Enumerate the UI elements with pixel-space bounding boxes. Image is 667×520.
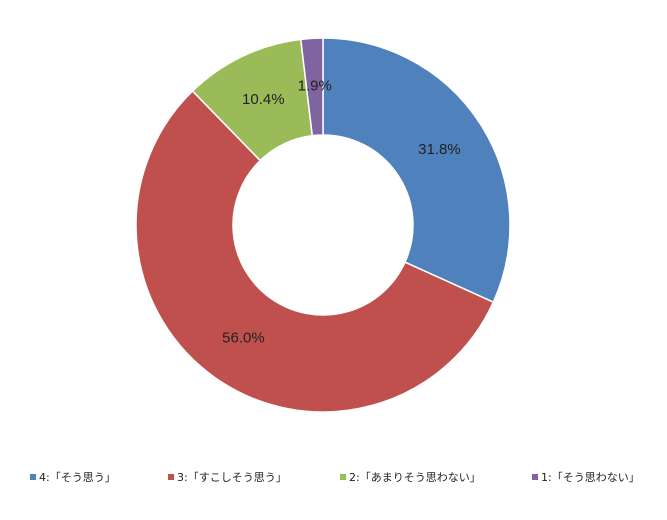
donut-slice [322, 37, 511, 304]
data-label: 31.8% [418, 141, 461, 158]
data-label: 56.0% [222, 329, 265, 346]
legend-swatch [532, 474, 538, 480]
data-label: 10.4% [242, 91, 285, 108]
data-label: 1.9% [298, 78, 332, 95]
legend-label: 1:「そう思わない」 [541, 471, 640, 484]
legend-swatch [30, 474, 36, 480]
legend-label: 2:「あまりそう思わない」 [349, 471, 481, 484]
legend-swatch [340, 474, 346, 480]
legend-swatch [168, 474, 174, 480]
donut-slice [299, 37, 324, 137]
donut-slice [135, 89, 495, 413]
legend-label: 4:「そう思う」 [39, 471, 116, 484]
legend-label: 3:「すこしそう思う」 [177, 471, 287, 484]
